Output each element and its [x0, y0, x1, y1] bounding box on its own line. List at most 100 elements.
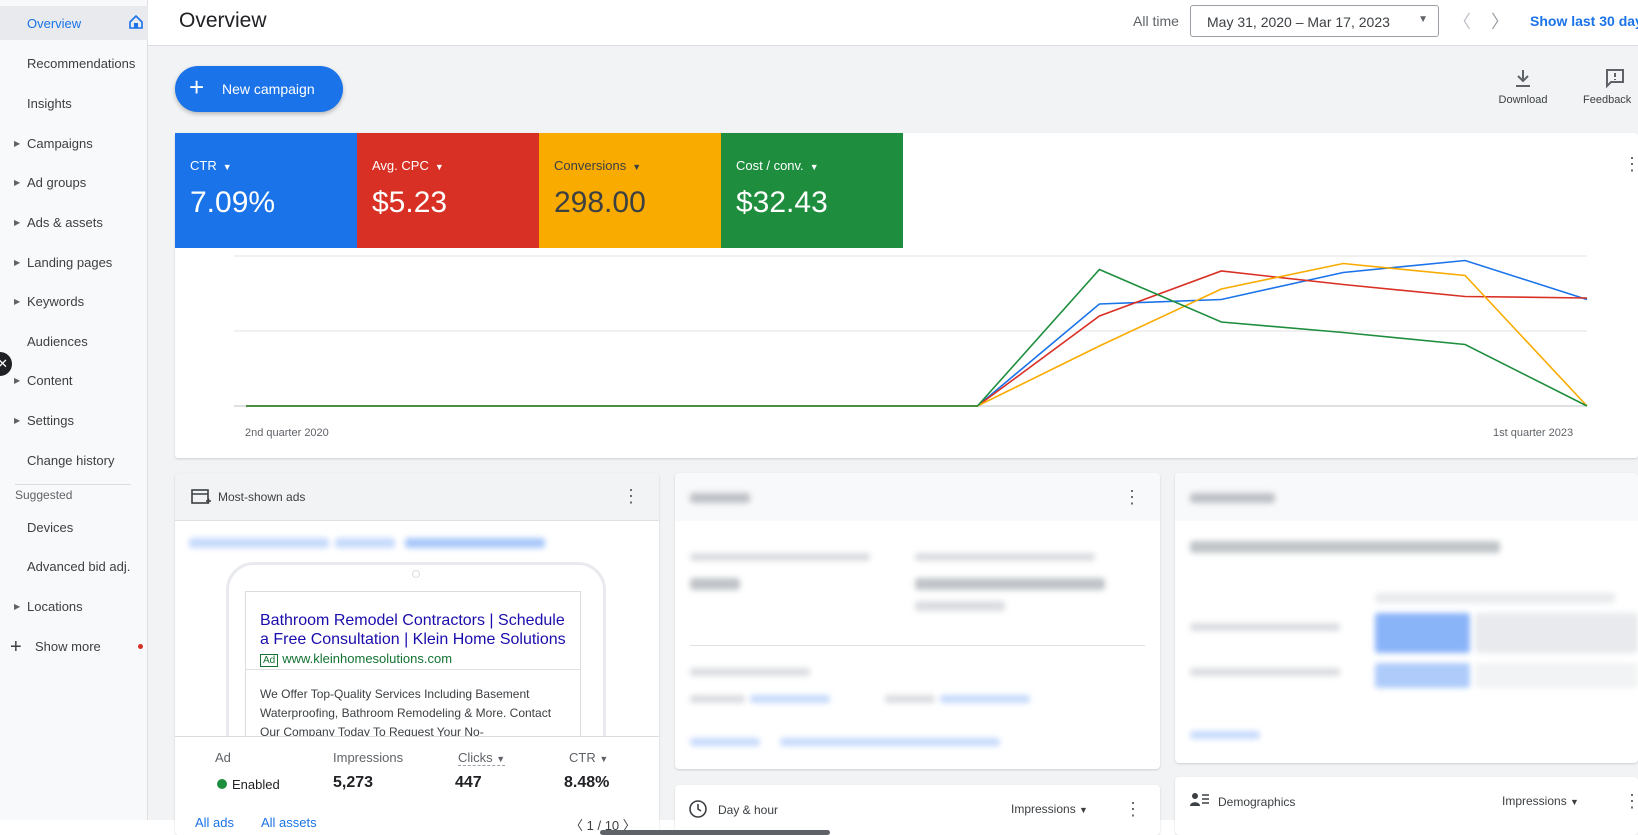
x-tick-label: 1st quarter 2023 [1493, 427, 1574, 439]
next-period-button[interactable]: 〉 [1491, 8, 1509, 34]
chevron-left-icon[interactable]: 〈 [570, 818, 584, 833]
sidebar-item-label: Advanced bid adj. [27, 558, 131, 574]
dropdown-arrow-icon: ▼ [434, 162, 444, 172]
blurred-text [1375, 593, 1615, 603]
sidebar-item-label: Content [27, 372, 73, 388]
ad-headline[interactable]: Bathroom Remodel Contractors | Schedule … [260, 612, 566, 648]
blurred-cell [1375, 663, 1470, 688]
sidebar-item-audiences[interactable]: Audiences [0, 324, 148, 358]
blurred-cell [1475, 663, 1638, 688]
dropdown-arrow-icon: ▼ [1570, 797, 1579, 807]
blurred-title [690, 493, 750, 503]
show-more-button[interactable]: + Show more [0, 629, 148, 663]
blurred-card [1175, 473, 1638, 763]
status-dot [217, 779, 227, 789]
sidebar-item-recommendations[interactable]: Recommendations [0, 46, 148, 80]
blurred-link [405, 538, 545, 548]
feedback-label: Feedback [1583, 94, 1632, 106]
sidebar-item-label: Overview [27, 15, 82, 31]
performance-chart-card: CTR ▼ 7.09% Avg. CPC ▼ $5.23 Conversions ▼ 298.0… [175, 133, 1638, 458]
horizontal-scrollbar[interactable] [600, 830, 830, 835]
show-last-30-days-link[interactable]: Show last 30 days [1530, 13, 1638, 29]
caret-right-icon: ▶ [14, 415, 21, 425]
collapse-sidebar-button[interactable]: ✕ [0, 352, 12, 376]
sidebar-item-insights[interactable]: Insights [0, 86, 148, 120]
feedback-icon [1606, 69, 1624, 88]
caret-right-icon: ▶ [14, 138, 21, 148]
sidebar-item-label: Locations [27, 598, 83, 614]
sidebar-item-content[interactable]: ▶ Content [0, 363, 148, 397]
metric-tile-avg-cpc[interactable]: Avg. CPC ▼ $5.23 [357, 133, 539, 248]
more-options-icon[interactable]: ⋮ [1623, 154, 1638, 174]
blurred-title [1190, 493, 1275, 503]
sidebar-item-settings[interactable]: ▶ Settings [0, 403, 148, 437]
more-options-icon[interactable]: ⋮ [1623, 791, 1638, 811]
metric-dropdown[interactable]: Impressions ▼ [1502, 794, 1579, 808]
clicks-value: 447 [455, 774, 482, 791]
card-title: Demographics [1218, 795, 1296, 809]
sidebar-item-advanced-bid-adj-[interactable]: Advanced bid adj. [0, 549, 148, 583]
sidebar-item-campaigns[interactable]: ▶ Campaigns [0, 126, 148, 160]
ad-description: We Offer Top-Quality Services Including … [260, 687, 552, 739]
sidebar-item-ad-groups[interactable]: ▶ Ad groups [0, 165, 148, 199]
x-tick-label: 2nd quarter 2020 [245, 427, 329, 439]
dropdown-arrow-icon: ▼ [809, 162, 819, 172]
caret-right-icon: ▶ [14, 217, 21, 227]
more-options-icon[interactable]: ⋮ [1124, 799, 1142, 819]
metric-value: $5.23 [372, 186, 448, 219]
sidebar-item-label: Change history [27, 452, 115, 468]
column-header-clicks[interactable]: Clicks ▼ [458, 750, 506, 766]
dropdown-arrow-icon: ▼ [1418, 14, 1428, 25]
blurred-text [915, 553, 1095, 561]
blurred-text [690, 695, 745, 703]
sidebar-item-change-history[interactable]: Change history [0, 443, 148, 477]
previous-period-button[interactable]: 〈 [1453, 8, 1471, 34]
caret-right-icon: ▶ [14, 296, 21, 306]
more-options-icon[interactable]: ⋮ [1123, 488, 1141, 506]
sidebar-item-label: Ad groups [27, 174, 87, 190]
page-title: Overview [179, 9, 267, 32]
column-header-ctr[interactable]: CTR ▼ [569, 750, 608, 765]
series-line-1 [246, 270, 1588, 407]
more-options-icon[interactable]: ⋮ [622, 486, 640, 506]
metric-tile-ctr[interactable]: CTR ▼ 7.09% [175, 133, 357, 248]
sidebar-item-landing-pages[interactable]: ▶ Landing pages [0, 245, 148, 279]
dropdown-arrow-icon: ▼ [222, 162, 232, 172]
new-campaign-button[interactable]: + New campaign [175, 66, 343, 112]
metric-value: $32.43 [736, 186, 828, 219]
download-button[interactable]: Download [1488, 68, 1558, 106]
metric-dropdown[interactable]: Impressions ▼ [1011, 802, 1088, 816]
ad-stats: Ad Impressions Clicks ▼ CTR ▼ Enabled 5,… [175, 736, 659, 835]
ad-preview-icon [191, 489, 211, 504]
phone-preview-frame [226, 562, 606, 835]
suggested-heading: Suggested [15, 488, 73, 502]
sidebar-item-keywords[interactable]: ▶ Keywords [0, 284, 148, 318]
blurred-text [915, 601, 1005, 611]
chevron-right-icon: 〉 [1491, 12, 1509, 32]
sidebar-item-locations[interactable]: ▶ Locations [0, 589, 148, 623]
date-range-picker[interactable]: May 31, 2020 – Mar 17, 2023 ▼ [1190, 5, 1439, 37]
all-ads-link[interactable]: All ads [195, 815, 235, 830]
blurred-link [1190, 731, 1260, 739]
day-hour-card: Day & hour Impressions ▼ ⋮ [675, 785, 1160, 835]
all-assets-link[interactable]: All assets [261, 815, 317, 830]
metric-value: 7.09% [190, 186, 276, 219]
blurred-text [690, 668, 810, 676]
feedback-button[interactable]: Feedback [1583, 68, 1638, 106]
metric-tile-cost-conv-[interactable]: Cost / conv. ▼ $32.43 [721, 133, 903, 248]
metric-label: Impressions [1011, 802, 1076, 816]
divider [690, 645, 1145, 646]
caret-right-icon: ▶ [14, 375, 21, 385]
sidebar-item-overview[interactable]: Overview [0, 6, 148, 40]
metric-label: Impressions [1502, 794, 1567, 808]
blurred-text [690, 578, 740, 590]
metric-label-text: Avg. CPC [372, 158, 429, 173]
metric-tile-conversions[interactable]: Conversions ▼ 298.00 [539, 133, 721, 248]
chevron-left-icon: 〈 [1453, 12, 1471, 32]
sidebar-item-ads-assets[interactable]: ▶ Ads & assets [0, 205, 148, 239]
clicks-label: Clicks [458, 750, 493, 765]
dropdown-arrow-icon: ▼ [632, 162, 642, 172]
sidebar-item-label: Devices [27, 519, 74, 535]
sidebar-item-devices[interactable]: Devices [0, 510, 148, 544]
chevron-right-icon[interactable]: 〉 [622, 818, 636, 833]
